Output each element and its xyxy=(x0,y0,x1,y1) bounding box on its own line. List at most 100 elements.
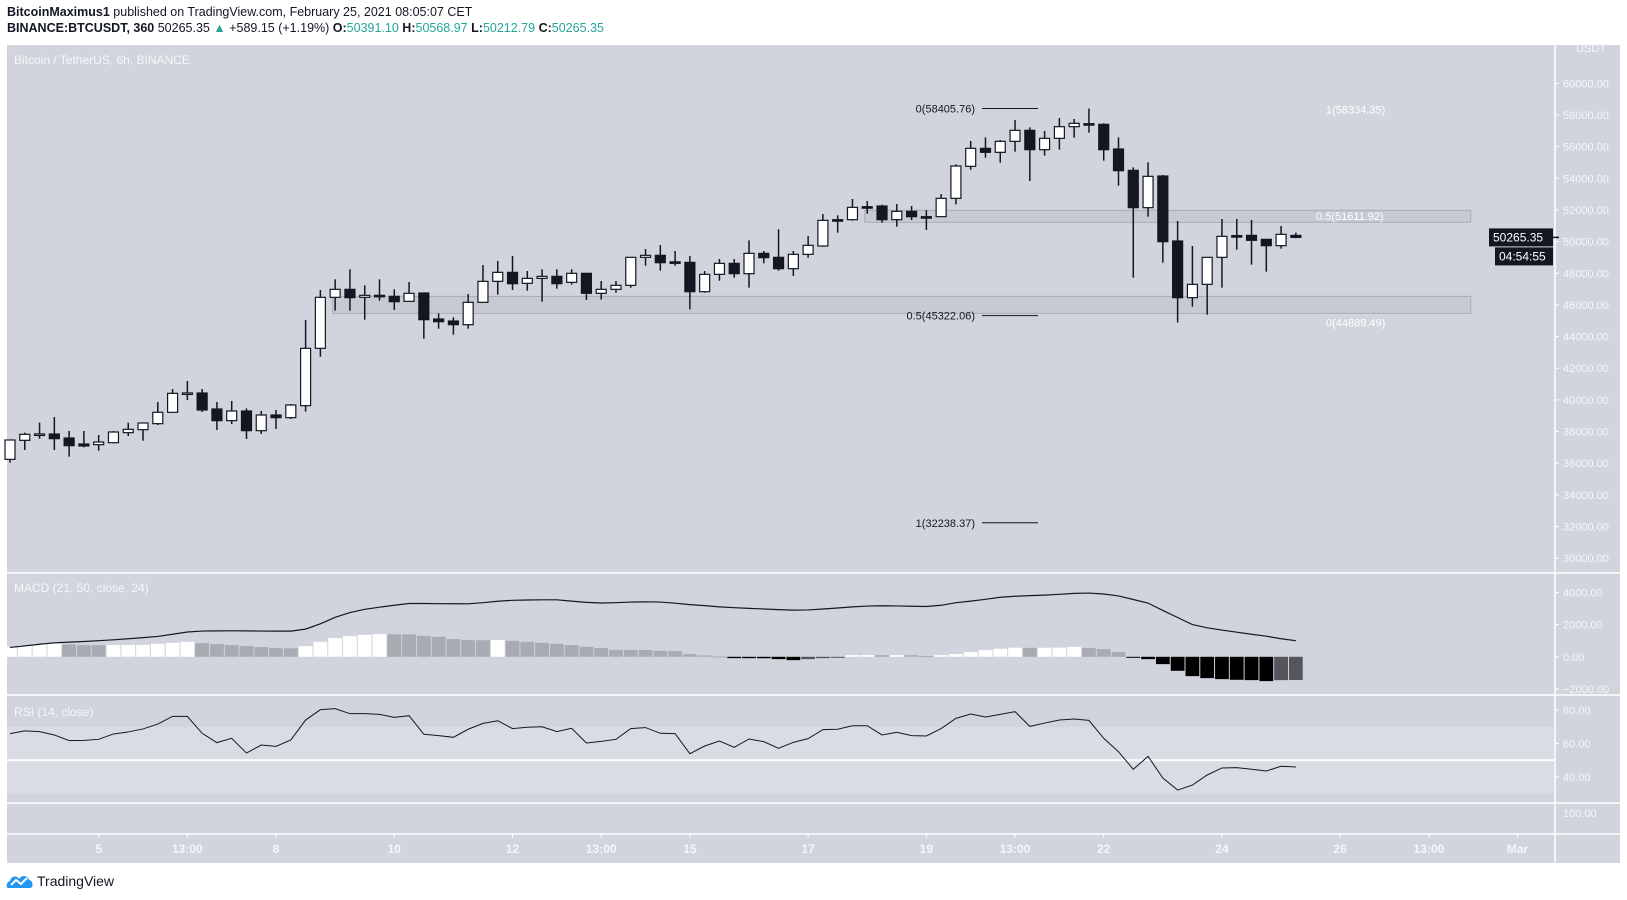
published-text: published on TradingView.com, February 2… xyxy=(113,5,473,19)
candle xyxy=(4,439,16,463)
candle xyxy=(462,293,474,329)
candle-body xyxy=(152,411,164,425)
candle-body xyxy=(506,271,519,285)
macd-histogram-bar xyxy=(77,645,91,657)
candle-body xyxy=(1024,129,1036,151)
macd-histogram-bar xyxy=(254,647,269,657)
candle xyxy=(802,236,814,258)
candle xyxy=(817,214,829,247)
macd-histogram-bar xyxy=(269,648,283,657)
macd-histogram-bar xyxy=(963,652,978,657)
last-price: 50265.35 xyxy=(157,21,210,35)
macd-histogram-bar xyxy=(949,654,963,657)
candle xyxy=(240,408,253,440)
candle xyxy=(743,240,755,288)
candle-body xyxy=(580,272,593,294)
candle-body xyxy=(551,275,563,285)
candle xyxy=(1201,256,1213,315)
macd-histogram-bar xyxy=(1200,656,1215,679)
currency-label: USDT xyxy=(1576,43,1606,55)
candle-body xyxy=(846,206,859,221)
candle xyxy=(1231,219,1243,250)
candle xyxy=(935,193,947,218)
macd-histogram-bar xyxy=(91,645,106,657)
candle xyxy=(1142,162,1154,217)
macd-histogram-bar xyxy=(283,648,298,657)
candle xyxy=(1053,117,1065,150)
candle-body xyxy=(1083,123,1095,126)
macd-title: MACD (21, 50, close, 24) xyxy=(14,581,149,595)
time-tick-label: 13:00 xyxy=(1414,842,1445,856)
candle-body xyxy=(905,210,918,218)
candle xyxy=(63,431,75,457)
candle-body xyxy=(1172,240,1184,299)
macd-histogram-bar xyxy=(638,649,653,657)
candle-body xyxy=(1216,235,1228,258)
close-label: C: xyxy=(538,21,552,35)
low-value: 50212.79 xyxy=(482,21,536,35)
candle-body xyxy=(329,288,341,298)
fib-level-label: 0.5(51611.92) xyxy=(1316,211,1384,223)
fib-level-label: 0.5(45322.06) xyxy=(907,311,976,323)
macd-histogram-bar xyxy=(402,634,416,657)
macd-histogram-bar xyxy=(32,643,47,657)
candle xyxy=(211,401,223,431)
macd-histogram-bar xyxy=(17,645,32,657)
candle-body xyxy=(240,410,253,432)
candle xyxy=(846,199,859,221)
candle-body xyxy=(1245,234,1258,241)
candle xyxy=(772,229,785,271)
symbol-label: BINANCE:BTCUSDT, 360 xyxy=(7,21,155,35)
candle xyxy=(1024,127,1036,182)
macd-histogram-bar xyxy=(343,636,357,657)
author-name[interactable]: BitcoinMaximus1 xyxy=(7,5,110,19)
candle-body xyxy=(979,147,992,153)
candle-body xyxy=(107,431,120,444)
macd-histogram-bar xyxy=(653,650,668,657)
candle xyxy=(832,215,844,233)
candle-body xyxy=(1112,148,1125,172)
candle xyxy=(492,260,504,295)
candle xyxy=(33,422,46,439)
macd-histogram-bar xyxy=(1126,656,1141,658)
macd-histogram-bar xyxy=(623,649,638,657)
candle xyxy=(93,435,105,451)
candle xyxy=(728,259,740,278)
candle xyxy=(580,272,593,300)
candle xyxy=(639,249,652,266)
candle-body xyxy=(433,318,445,323)
candle xyxy=(447,317,459,335)
macd-histogram-bar xyxy=(490,640,505,657)
chart-title: Bitcoin / TetherUS, 6h, BINANCE xyxy=(14,53,190,67)
fib-level-label: 1(58334.35) xyxy=(1326,105,1385,117)
candle-body xyxy=(388,295,400,303)
fib-level-label: 0(44889.49) xyxy=(1326,317,1385,329)
macd-histogram-bar xyxy=(1141,656,1155,660)
macd-histogram-bar xyxy=(756,656,771,659)
macd-histogram-bar xyxy=(1008,647,1022,657)
candle xyxy=(905,205,918,221)
candle xyxy=(965,141,977,170)
candle-body xyxy=(447,320,459,326)
countdown-tag xyxy=(1495,247,1553,266)
candle-body xyxy=(891,210,903,221)
candle-body xyxy=(1009,129,1021,142)
candle-body xyxy=(1290,234,1302,239)
candle-body xyxy=(48,433,60,440)
time-tick-label: 26 xyxy=(1334,842,1348,856)
time-tick-label: 13:00 xyxy=(1000,842,1031,856)
macd-histogram-bar xyxy=(934,655,949,657)
candle xyxy=(521,271,533,291)
candle xyxy=(78,431,90,448)
candle-body xyxy=(625,256,637,286)
macd-histogram-bar xyxy=(1244,656,1259,681)
macd-histogram-bar xyxy=(1215,656,1229,680)
candle xyxy=(1009,119,1021,152)
tradingview-logo[interactable]: TradingView xyxy=(6,872,114,890)
candle-body xyxy=(669,261,681,264)
candle-body xyxy=(78,443,90,447)
price-tick-label: 40000.00 xyxy=(1563,395,1609,407)
time-tick-label: 24 xyxy=(1215,842,1229,856)
candle-body xyxy=(211,408,223,422)
